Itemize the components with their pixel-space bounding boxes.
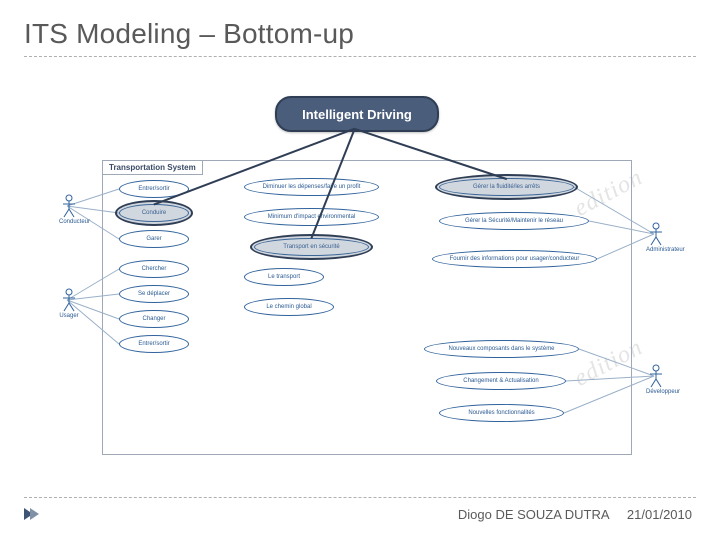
usecase-uc_deplacer: Se déplacer <box>119 285 189 303</box>
usecase-uc_changer: Changer <box>119 310 189 328</box>
actor-actor_conducteur: Conducteur <box>59 194 79 225</box>
actor-label: Administrateur <box>646 247 666 253</box>
usecase-diagram: edition edition Transportation System En… <box>44 150 679 470</box>
usecase-uc_fonction: Nouvelles fonctionnalités <box>439 404 564 422</box>
system-label: Transportation System <box>103 161 203 175</box>
usecase-uc_impact: Minimum d'impact environmental <box>244 208 379 226</box>
actor-actor_admin: Administrateur <box>646 222 666 253</box>
usecase-uc_chemin: Le chemin global <box>244 298 334 316</box>
usecase-uc_depenses: Diminuer les dépenses/faire un profit <box>244 178 379 196</box>
usecase-uc_securite: Transport en sécurité <box>254 238 369 256</box>
usecase-uc_entrer2: Entrer/sortir <box>119 335 189 353</box>
actor-label: Développeur <box>646 389 666 395</box>
title-divider <box>24 56 696 57</box>
usecase-uc_info: Fournir des informations pour usager/con… <box>432 250 597 268</box>
footer-divider <box>24 497 696 498</box>
intelligent-driving-badge: Intelligent Driving <box>275 96 439 132</box>
footer-author: Diogo DE SOUZA DUTRA <box>458 507 609 522</box>
usecase-uc_sec_reseau: Gérer la Sécurité/Maintenir le réseau <box>439 212 589 230</box>
usecase-uc_transport: Le transport <box>244 268 324 286</box>
footer-text: Diogo DE SOUZA DUTRA 21/01/2010 <box>458 507 692 522</box>
footer-date: 21/01/2010 <box>627 507 692 522</box>
slide: ITS Modeling – Bottom-up Intelligent Dri… <box>0 0 720 540</box>
actor-actor_usager: Usager <box>59 288 79 319</box>
usecase-uc_garer: Garer <box>119 230 189 248</box>
actor-label: Usager <box>59 313 79 319</box>
usecase-uc_conduire: Conduire <box>119 204 189 222</box>
footer-marker-icon <box>30 508 39 520</box>
actor-actor_dev: Développeur <box>646 364 666 395</box>
usecase-uc_changement: Changement & Actualisation <box>436 372 566 390</box>
usecase-uc_nouveaux: Nouveaux composants dans le système <box>424 340 579 358</box>
usecase-uc_chercher: Chercher <box>119 260 189 278</box>
page-title: ITS Modeling – Bottom-up <box>24 18 696 50</box>
badge-label: Intelligent Driving <box>302 107 412 122</box>
usecase-uc_fluidite: Gérer la fluidité/les arrêts <box>439 178 574 196</box>
actor-label: Conducteur <box>59 219 79 225</box>
